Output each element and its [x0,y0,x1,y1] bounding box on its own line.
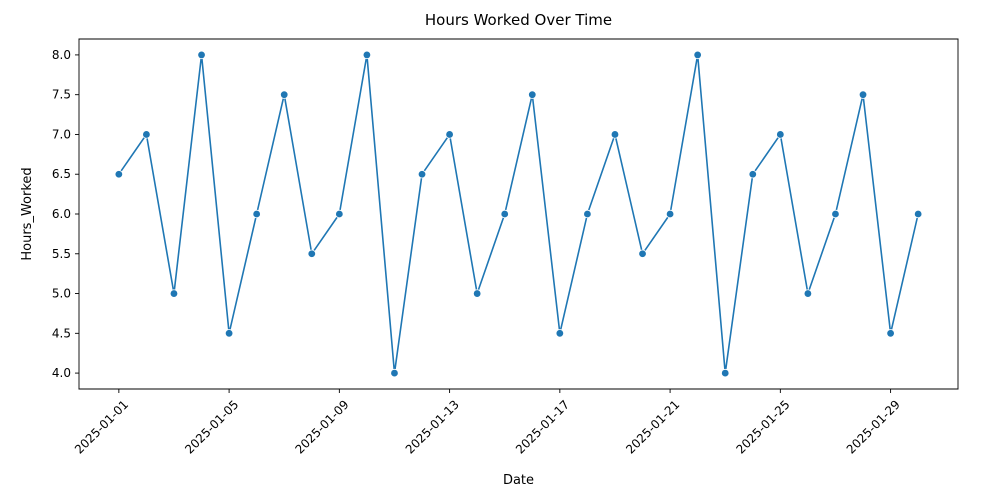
y-tick-label: 6.0 [52,207,71,221]
data-point [472,289,482,298]
data-point [335,209,344,219]
x-axis-label: Date [503,473,534,488]
y-tick-label: 5.0 [52,287,71,301]
data-point [528,90,537,99]
data-point [169,289,179,298]
data-point [803,289,813,298]
data-point [445,130,454,139]
data-point [776,130,785,139]
data-point [142,130,151,139]
y-axis-label: Hours_Worked [20,167,35,260]
data-point [417,170,427,179]
data-point [610,130,620,139]
data-point [748,170,757,179]
data-point [886,329,895,338]
data-point [252,209,261,219]
y-tick-label: 4.0 [52,366,71,380]
data-point [197,50,206,60]
data-point [831,209,840,219]
data-point [390,368,399,378]
series-line [118,54,919,374]
series-layer [114,50,923,378]
data-point [500,209,509,219]
data-point [858,90,868,99]
data-point [721,368,730,378]
data-point [665,209,675,219]
data-point [638,249,647,258]
data-point [362,50,372,60]
data-point [224,329,234,338]
chart-title: Hours Worked Over Time [425,11,612,29]
data-point [913,209,923,219]
data-point [280,90,289,99]
y-tick-label: 4.5 [52,326,71,340]
y-tick-label: 7.0 [52,127,71,141]
data-point [114,170,124,179]
y-tick-label: 6.5 [52,167,71,181]
data-point [693,50,702,60]
data-point [307,249,316,258]
y-tick-label: 5.5 [52,247,71,261]
y-tick-label: 8.0 [52,48,71,62]
y-tick-label: 7.5 [52,88,71,102]
data-point [583,209,592,219]
data-point [555,329,565,338]
